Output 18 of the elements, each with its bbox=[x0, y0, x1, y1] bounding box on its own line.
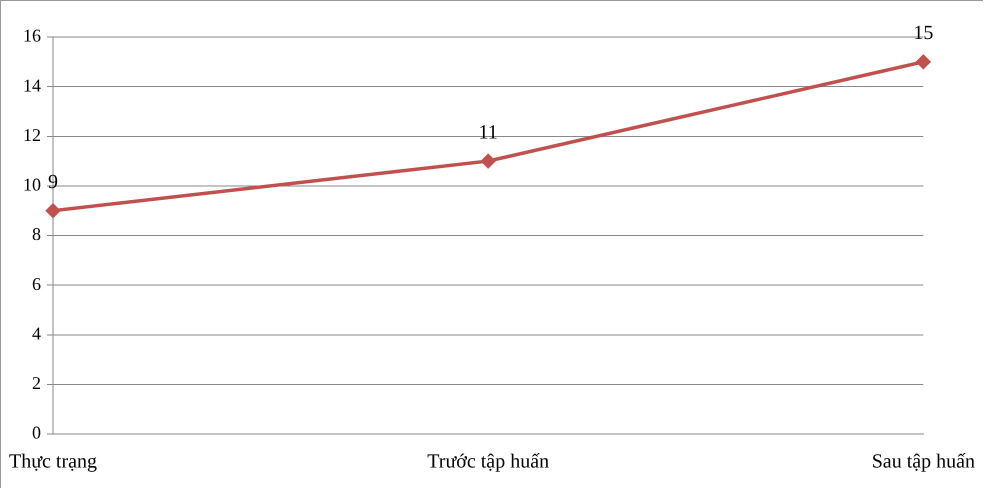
point bbox=[916, 54, 931, 70]
y-tick-label: 0 bbox=[32, 422, 42, 443]
y-tick-label: 6 bbox=[32, 274, 42, 294]
x-tick-label: Trước tập huấn bbox=[427, 450, 550, 472]
data-label: 11 bbox=[478, 121, 498, 144]
y-tick-label: 14 bbox=[23, 75, 42, 96]
y-tick-label: 8 bbox=[32, 224, 42, 244]
y-tick-label: 4 bbox=[32, 323, 42, 344]
data-label: 15 bbox=[913, 22, 934, 44]
x-tick-label: Thực trạng bbox=[9, 450, 98, 472]
data-label: 9 bbox=[48, 170, 58, 193]
y-tick-label: 10 bbox=[23, 174, 42, 195]
point bbox=[46, 203, 61, 218]
x-tick-label: Sau tập huấn bbox=[872, 450, 975, 472]
y-tick-label: 16 bbox=[23, 26, 42, 46]
point bbox=[480, 154, 496, 169]
y-tick-label: 12 bbox=[23, 124, 42, 145]
y-tick-label: 2 bbox=[32, 373, 42, 394]
